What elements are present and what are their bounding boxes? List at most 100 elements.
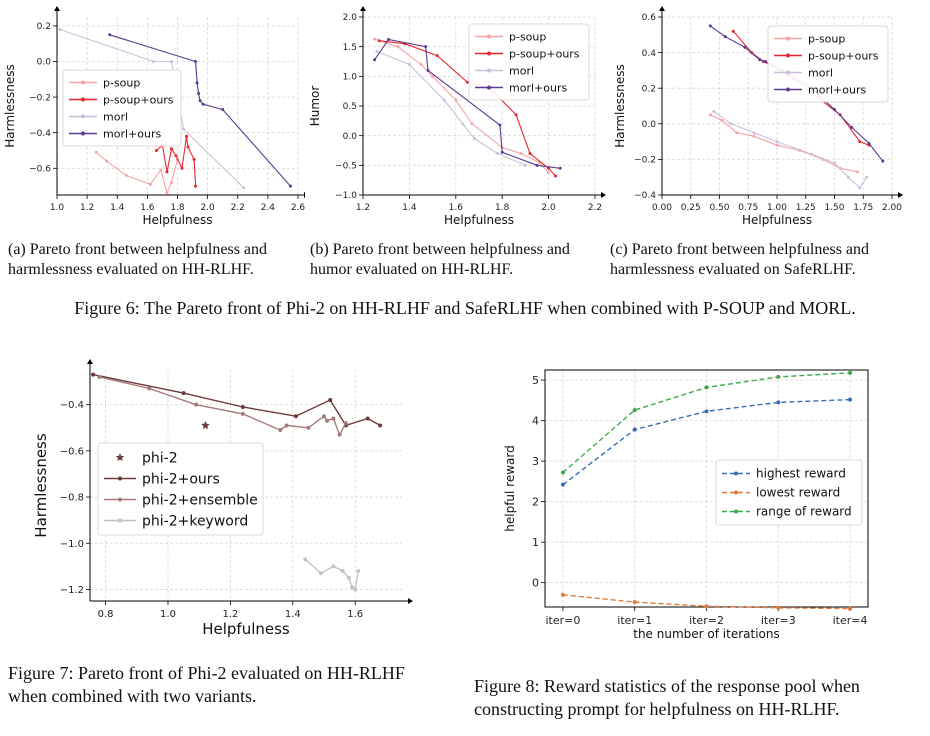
fig6a-series-morl-ours-point [198, 99, 202, 103]
fig8-legend-dot [734, 509, 738, 514]
fig8-xtick-label: iter=4 [833, 614, 868, 627]
fig6a-ytick-label: −0.6 [29, 164, 51, 174]
fig6a-series-p-soup-point [94, 150, 98, 154]
fig6c-series-morl-ours-point [764, 60, 767, 63]
fig6c-series-morl-point [752, 131, 756, 135]
fig6a-series-morl-ours-point [194, 60, 198, 63]
fig8-series-range-of-reward-point [848, 370, 853, 375]
fig8-legend-dot [734, 471, 738, 476]
fig6a-legend-label: p-soup [103, 76, 140, 89]
fig6c-legend-label: morl+ours [808, 83, 866, 96]
fig6c-series-morl-ours-point [743, 45, 747, 49]
fig8-series-lowest-reward-point [632, 600, 637, 605]
fig8-series-highest-reward-point [848, 397, 853, 402]
fig6a-xtick-label: 2.0 [200, 203, 215, 213]
fig6b-legend [468, 23, 590, 101]
fig6c-xtick-label: 0.25 [681, 203, 701, 213]
fig7-series-phi-2-ensemble-point [331, 416, 336, 421]
fig6b-legend-dot [487, 34, 491, 39]
fig8-ytick-label: 3 [532, 455, 539, 468]
caption-6a-line1: (a) Pareto front between helpfulness and [8, 241, 268, 258]
fig6b-series-p-soup-point [419, 62, 423, 66]
fig6c-xtick-label: 1.25 [796, 203, 816, 213]
fig6c-series-morl-point [865, 175, 869, 179]
fig6b-ytick-label: 1.5 [343, 43, 357, 53]
fig7-series-phi-2-ensemble-point [306, 425, 311, 430]
fig6b-series-p-soup-line [374, 38, 550, 173]
fig6a-ytick-label: 0.2 [37, 22, 51, 32]
fig6c-xtick-label: 0.50 [709, 203, 729, 213]
fig6a-chart: 1.0 1.2 1.4 1.6 1.8 2.0 2.2 2.4 2.6 −0.6 −0.4 −0.2 0… [3, 6, 305, 227]
fig7-yarrow [87, 359, 93, 364]
fig6b-legend-label: morl+ours [509, 81, 567, 94]
fig6a-series-p-soup-point [124, 173, 128, 177]
fig6c-xtick-label: 2.00 [882, 203, 902, 213]
fig6a-series-p-soup-ours-point [186, 145, 190, 149]
fig6a-series-p-soup-point [159, 168, 163, 172]
fig6b-series-p-soup-ours-point [554, 174, 558, 178]
fig6c-series-morl-point [846, 175, 850, 179]
fig6c-series-p-soup-point [708, 113, 712, 117]
fig6c-series-morl-point [833, 161, 836, 165]
caption-6c-line2: harmlessness evaluated on SafeRLHF. [610, 261, 856, 278]
fig7-series-phi-2-ensemble-point [325, 418, 330, 423]
fig6b-series-p-soup-point [547, 170, 551, 174]
fig6b-series-morl-point [442, 98, 446, 102]
fig6b-series-morl-point [523, 163, 527, 167]
fig6b-ytick-label: 2.0 [343, 13, 358, 23]
fig6b-ytick-label: 0.0 [343, 132, 358, 142]
fig6b-xtick-label: 1.8 [495, 203, 510, 213]
fig7-series-phi-2-ours-line [92, 373, 381, 427]
fig6c-xarrow [898, 192, 903, 198]
caption-6b: (b) Pareto front between helpfulness and… [310, 240, 610, 280]
fig7-series-phi-2-keyword-point [346, 575, 351, 580]
fig6b-series-p-soup-point [454, 98, 458, 102]
fig6c-series-morl-point [810, 152, 813, 156]
fig8-ytick-label: 0 [532, 577, 539, 590]
fig6b-series-morl-point [407, 62, 411, 66]
fig7-legend-label: phi-2+ours [142, 471, 220, 487]
fig6c-xtick-label: 0.00 [652, 203, 672, 213]
fig6b-xtick-label: 1.4 [402, 203, 417, 213]
fig6c-series-p-soup-point [775, 143, 779, 147]
fig6c-legend-dot [786, 87, 790, 92]
fig6c-ytick-label: 0.6 [642, 13, 657, 23]
fig6a-xtick-label: 1.2 [80, 203, 94, 213]
fig7-ytick-label: −1.2 [60, 585, 84, 596]
fig6c-ytick-label: 0.2 [642, 84, 656, 94]
fig7-xtick-label: 1.0 [160, 609, 176, 620]
fig6c-legend-dot [786, 36, 790, 41]
fig6c-series-morl-ours-point [708, 24, 712, 28]
fig6a-legend [62, 69, 182, 147]
fig6b-legend-dot [487, 51, 491, 56]
fig6a-series-morl-ours-point [195, 81, 199, 85]
fig8-series-range-of-reward-point [632, 408, 637, 413]
fig6c-series-morl-point [729, 122, 733, 126]
fig6c-yarrow [659, 6, 665, 11]
fig6b-yarrow [360, 6, 366, 11]
fig8-series-lowest-reward-point [848, 606, 853, 611]
fig6c-series-morl-ours-point [758, 58, 762, 62]
fig7-series-phi-2-ours-point [328, 398, 333, 403]
fig7-series-phi-2-keyword-point [340, 568, 345, 573]
fig6c-series-p-soup-point [735, 131, 739, 135]
fig7-series-phi-2-keyword-point [350, 585, 355, 590]
fig8-legend-label: lowest reward [756, 486, 840, 500]
fig6c-ytick-label: −0.4 [634, 191, 656, 201]
fig7-xlabel: Helpfulness [202, 620, 290, 638]
fig6c-series-morl-ours-point [723, 35, 727, 39]
fig6a-legend-label: morl+ours [103, 127, 161, 140]
fig6b-xlabel: Helpfulness [444, 213, 514, 227]
fig6b-xarrow [601, 192, 606, 198]
fig7-series-phi-2-ensemble-point [343, 421, 348, 426]
fig6a-series-morl-ours-point [108, 33, 112, 37]
fig6b-ytick-label: 1.0 [343, 72, 358, 82]
fig7-series-phi-2-point [201, 420, 210, 430]
fig7-ylabel: Harmlessness [32, 433, 50, 538]
fig6b-ytick-label: −0.5 [335, 161, 357, 171]
fig7-legend [97, 442, 264, 536]
fig6a-series-p-soup-ours-point [174, 154, 178, 158]
fig7-series-phi-2-ensemble-point [194, 402, 199, 407]
fig8-xlabel: the number of iterations [633, 627, 779, 641]
caption-6b-line2: humor evaluated on HH-RLHF. [310, 261, 514, 278]
